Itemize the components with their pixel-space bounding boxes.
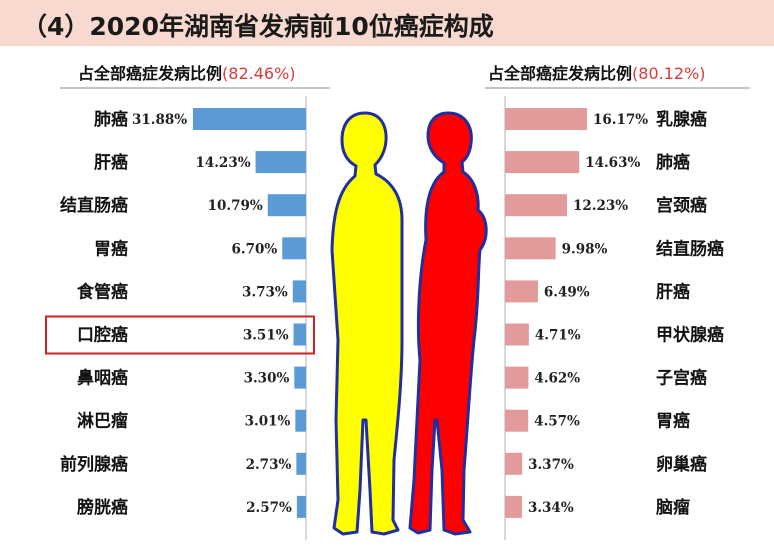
female-category-label: 卵巢癌 [656, 454, 707, 475]
female-bar [505, 409, 529, 432]
male-category-label: 淋巴瘤 [77, 411, 128, 432]
highlight-box [45, 315, 315, 355]
female-category-label: 宫颈癌 [656, 195, 707, 216]
male-bar [267, 194, 306, 217]
male-category-label: 肝癌 [94, 152, 128, 173]
male-bar [296, 452, 306, 475]
male-value-label: 3.01% [245, 414, 291, 430]
male-value-label: 10.79% [208, 198, 263, 214]
male-bars-group: 肺癌 31.88% 肝癌 14.23% 结直肠癌 10.79% 胃癌 6.70% 食管癌 3.73… [45, 108, 315, 518]
female-bar [505, 237, 556, 260]
female-category-label: 甲状腺癌 [656, 325, 724, 346]
male-value-label: 2.57% [246, 500, 292, 516]
female-category-label: 子宫癌 [656, 368, 707, 389]
female-category-label: 乳腺癌 [656, 109, 707, 130]
female-bar [505, 495, 522, 518]
male-category-label: 结直肠癌 [60, 195, 128, 216]
male-value-label: 3.73% [242, 284, 288, 300]
male-category-label: 肺癌 [94, 109, 128, 130]
female-value-label: 3.34% [528, 500, 574, 516]
male-bar [296, 495, 306, 518]
female-value-label: 16.17% [593, 112, 648, 128]
female-category-label: 肺癌 [656, 152, 690, 173]
male-value-label: 3.51% [243, 328, 289, 344]
female-category-label: 肝癌 [656, 281, 690, 302]
male-category-label: 食管癌 [77, 281, 128, 302]
female-chart-title: 占全部癌症发病比例(80.12%) [488, 60, 706, 84]
female-value-label: 4.62% [534, 371, 580, 387]
female-bar [505, 194, 568, 217]
male-value-label: 2.73% [246, 457, 292, 473]
male-bar [295, 409, 306, 432]
female-bar [505, 323, 529, 346]
male-bar [293, 323, 306, 346]
female-value-label: 12.23% [573, 198, 628, 214]
male-category-label: 胃癌 [94, 238, 128, 259]
female-bars-group: 16.17% 乳腺癌 14.63% 肺癌 12.23% 宫颈癌 9.98% 结直肠癌 6.49%… [505, 108, 724, 518]
female-value-label: 6.49% [544, 284, 590, 300]
male-figure [330, 111, 404, 536]
male-value-label: 6.70% [232, 241, 278, 257]
male-value-label: 31.88% [132, 112, 187, 128]
female-chart-title-pct: (80.12%) [632, 64, 706, 83]
female-chart-title-label: 占全部癌症发病比例 [488, 64, 633, 83]
female-bar [505, 280, 538, 303]
male-category-label: 膀胱癌 [77, 497, 128, 518]
male-bar [282, 237, 306, 260]
female-bar [505, 452, 523, 475]
female-category-label: 胃癌 [656, 411, 690, 432]
female-bar [505, 108, 587, 130]
male-chart-title-label: 占全部癌症发病比例 [78, 64, 223, 83]
female-value-label: 4.57% [534, 414, 580, 430]
male-chart-title-pct: (82.46%) [222, 64, 296, 83]
male-bar [255, 151, 306, 174]
male-bar [294, 366, 306, 389]
female-value-label: 9.98% [562, 241, 608, 257]
title-band [0, 0, 774, 46]
female-value-label: 4.71% [535, 328, 581, 344]
female-category-label: 结直肠癌 [656, 238, 724, 259]
female-value-label: 3.37% [528, 457, 574, 473]
female-value-label: 14.63% [585, 155, 640, 171]
female-bar [505, 366, 529, 389]
male-chart-title: 占全部癌症发病比例(82.46%) [78, 60, 296, 84]
female-figure [408, 111, 488, 536]
male-category-label: 鼻咽癌 [77, 368, 128, 389]
male-value-label: 3.30% [244, 371, 290, 387]
male-value-label: 14.23% [195, 155, 250, 171]
male-category-label: 口腔癌 [77, 325, 128, 346]
male-bar [292, 280, 306, 303]
male-bar [193, 108, 306, 130]
male-category-label: 前列腺癌 [60, 454, 128, 475]
page-title: （4）2020年湖南省发病前10位癌症构成 [22, 12, 494, 41]
female-bar [505, 151, 580, 174]
female-category-label: 脑瘤 [656, 497, 690, 518]
